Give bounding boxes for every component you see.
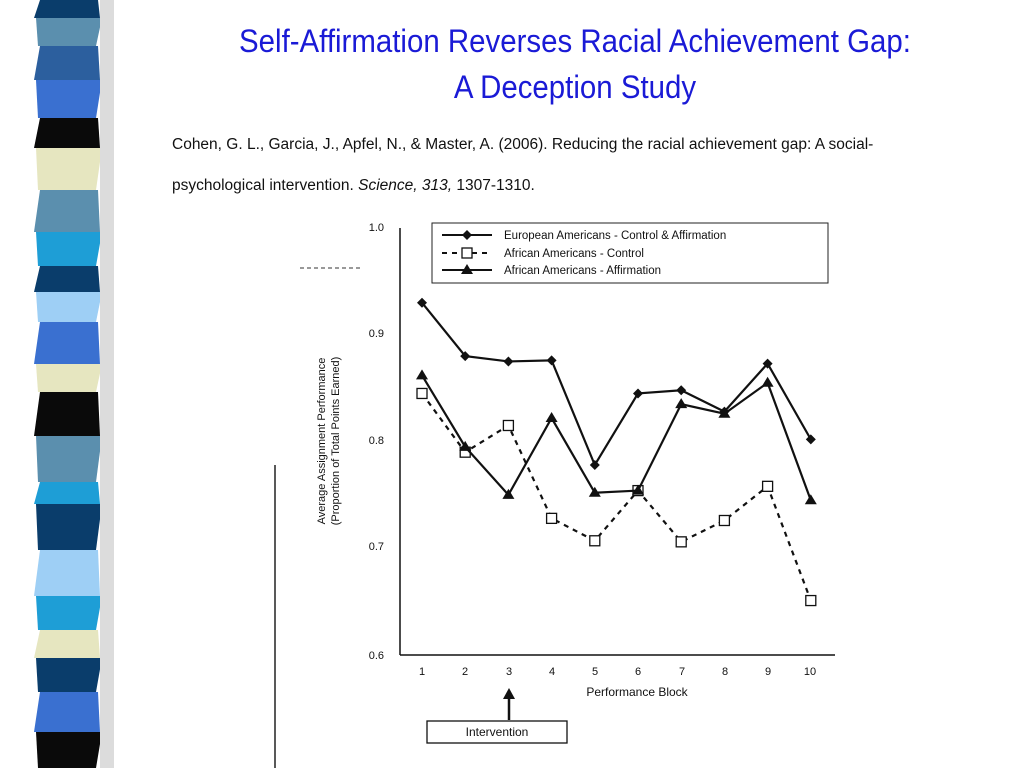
stripe-band <box>36 148 102 190</box>
citation: Cohen, G. L., Garcia, J., Apfel, N., & M… <box>172 124 922 206</box>
stripe-shadow <box>100 0 114 768</box>
stripe-band <box>36 732 102 768</box>
data-point <box>675 536 687 548</box>
stripe-band <box>34 630 100 658</box>
data-point <box>545 412 558 423</box>
data-point <box>416 369 428 380</box>
legend-marker-diamond <box>462 230 472 240</box>
data-point <box>589 535 601 547</box>
data-point <box>762 358 773 369</box>
data-point <box>588 486 601 497</box>
citation-text: Cohen, G. L., Garcia, J., Apfel, N., & M… <box>172 136 874 194</box>
x-tick-label: 3 <box>506 666 512 678</box>
intervention-arrowhead <box>503 688 515 699</box>
data-point <box>676 385 687 396</box>
slide-title-line-1: Self-Affirmation Reverses Racial Achieve… <box>239 23 911 59</box>
legend-label-european: European Americans - Control & Affirmati… <box>504 230 726 242</box>
data-point <box>502 419 515 432</box>
legend-box <box>431 222 829 284</box>
data-point <box>761 376 774 387</box>
intervention-label: Intervention <box>466 725 529 739</box>
data-point <box>417 297 427 308</box>
x-tick-label: 7 <box>679 666 685 678</box>
legend-marker-triangle <box>461 264 473 274</box>
stripe-band <box>34 118 100 148</box>
legend-label-african-affirmation: African Americans - Affirmation <box>504 265 661 277</box>
x-axis-title: Performance Block <box>586 685 688 699</box>
series-line-1 <box>421 302 812 468</box>
series-line-2 <box>421 392 812 601</box>
data-point <box>546 355 557 366</box>
stripe-band <box>36 18 102 46</box>
x-tick-label: 5 <box>592 666 598 678</box>
x-tick-label: 8 <box>722 666 728 678</box>
data-point <box>503 356 514 367</box>
x-tick-label: 10 <box>804 666 816 678</box>
x-tick-label: 9 <box>765 666 771 678</box>
citation-journal: Science, 313, <box>358 177 453 194</box>
data-point <box>632 484 644 495</box>
data-point <box>502 488 515 499</box>
stripe-band <box>36 658 102 692</box>
data-point <box>804 494 817 505</box>
stripe-band <box>34 190 100 232</box>
line-chart: 0.6 0.7 0.8 0.9 1.0 1 2 3 4 5 6 7 8 9 10… <box>274 222 835 768</box>
x-tick-label: 6 <box>635 666 641 678</box>
y-tick-label: 0.8 <box>369 435 384 447</box>
y-tick-label: 0.7 <box>369 541 384 553</box>
stripe-band <box>34 322 100 364</box>
x-tick-label: 1 <box>419 666 425 678</box>
x-tick-label: 2 <box>462 666 468 678</box>
stripe-band <box>34 266 100 292</box>
stripe-band <box>36 504 102 550</box>
stripe-band <box>36 596 102 630</box>
y-tick-label: 1.0 <box>369 222 384 234</box>
intervention-box <box>426 720 568 744</box>
data-point <box>805 434 816 445</box>
stripe-band <box>34 392 100 436</box>
data-point <box>545 512 558 525</box>
stripe-band <box>36 232 102 266</box>
data-point <box>718 407 731 418</box>
y-axis-title-line-1: Average Assignment Performance <box>316 358 328 525</box>
chart-figure: 0.6 0.7 0.8 0.9 1.0 1 2 3 4 5 6 7 8 9 10… <box>270 210 840 768</box>
legend: European Americans - Control & Affirmati… <box>431 222 829 284</box>
decorative-stripe-bar <box>0 0 120 768</box>
stripe-band <box>34 692 100 732</box>
legend-label-african-control: African Americans - Control <box>504 248 644 260</box>
series-layer <box>416 297 817 607</box>
stripe-band <box>34 0 100 18</box>
stripe-bar-graphic <box>34 0 114 768</box>
data-point <box>761 480 774 492</box>
stripe-band <box>36 364 102 392</box>
y-tick-label: 0.9 <box>369 328 384 340</box>
data-point <box>589 459 600 470</box>
legend-marker-square <box>461 247 473 259</box>
y-axis-title-line-2: (Proportion of Total Points Earned) <box>330 357 342 526</box>
stripe-band <box>36 80 102 118</box>
slide-title: Self-Affirmation Reverses Racial Achieve… <box>175 18 975 110</box>
series-line-3 <box>421 374 812 501</box>
data-point <box>416 387 428 400</box>
citation-pages: 1307-1310. <box>452 177 535 194</box>
slide-title-line-2: A Deception Study <box>453 69 697 105</box>
data-point <box>805 594 817 607</box>
stripe-band <box>34 482 100 504</box>
data-point <box>633 388 643 399</box>
stripe-band <box>34 550 100 596</box>
data-point <box>718 514 731 527</box>
stripe-band <box>36 292 102 322</box>
stripe-band <box>34 46 100 80</box>
stripe-band <box>36 436 102 482</box>
data-point <box>460 351 471 362</box>
y-tick-label: 0.6 <box>369 650 384 662</box>
data-point <box>459 440 472 451</box>
data-point <box>675 398 688 409</box>
x-tick-label: 4 <box>549 666 555 678</box>
